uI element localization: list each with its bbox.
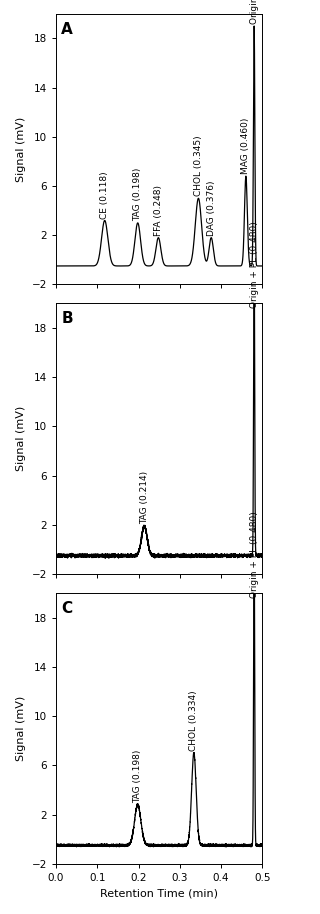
Text: MAG (0.460): MAG (0.460) — [241, 118, 250, 175]
Y-axis label: Signal (mV): Signal (mV) — [16, 116, 26, 182]
Text: CHOL (0.334): CHOL (0.334) — [189, 690, 198, 751]
X-axis label: Retention Time (min): Retention Time (min) — [100, 888, 218, 898]
Text: TAG (0.198): TAG (0.198) — [133, 167, 142, 221]
Text: Origin + PL (0.480): Origin + PL (0.480) — [250, 221, 259, 308]
Text: TAG (0.214): TAG (0.214) — [140, 471, 149, 525]
Text: B: B — [61, 312, 73, 326]
Text: CE (0.118): CE (0.118) — [100, 171, 109, 218]
Y-axis label: Signal (mV): Signal (mV) — [16, 406, 26, 472]
Text: A: A — [61, 22, 73, 37]
Text: Origin + PL (0.480): Origin + PL (0.480) — [250, 511, 259, 598]
Text: TAG (0.198): TAG (0.198) — [133, 749, 142, 802]
Text: CHOL (0.345): CHOL (0.345) — [194, 136, 203, 197]
Text: DAG (0.376): DAG (0.376) — [207, 180, 216, 236]
Y-axis label: Signal (mV): Signal (mV) — [16, 696, 26, 761]
Text: Origin (0.480): Origin (0.480) — [250, 0, 259, 24]
Text: C: C — [61, 601, 72, 616]
Text: FFA (0.248): FFA (0.248) — [154, 185, 163, 236]
